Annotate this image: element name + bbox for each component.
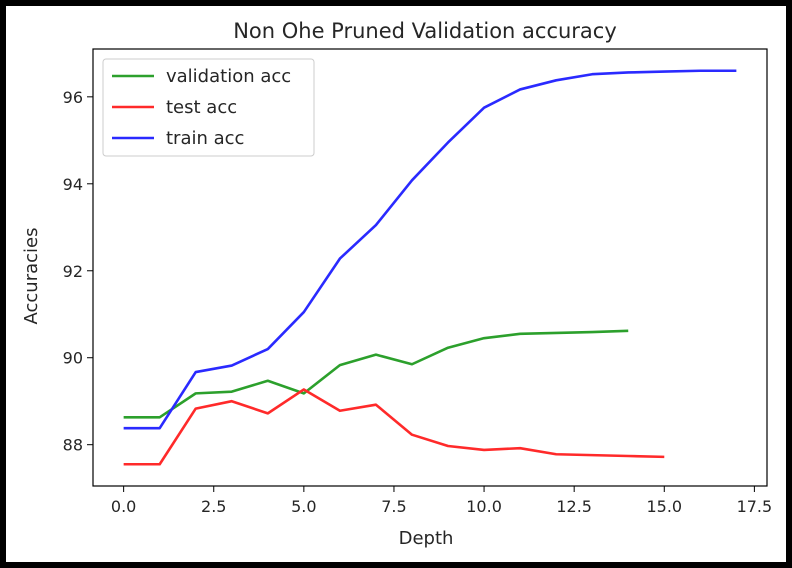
x-tick-label: 12.5 xyxy=(556,497,592,516)
y-tick-label: 96 xyxy=(63,88,83,107)
y-tick-label: 90 xyxy=(63,349,83,368)
series-line-2 xyxy=(123,69,737,430)
y-tick-label: 88 xyxy=(63,436,83,455)
x-tick-label: 10.0 xyxy=(466,497,502,516)
y-tick-label: 94 xyxy=(63,175,83,194)
x-axis-title: Depth xyxy=(399,528,454,549)
series-line-0 xyxy=(123,329,629,419)
plot-frame xyxy=(92,48,768,487)
x-tick-label: 7.5 xyxy=(381,497,406,516)
x-tick-label: 5.0 xyxy=(291,497,316,516)
x-axis: 0.0 2.5 5.0 7.5 10.0 12.5 15.0 17.5 xyxy=(111,486,772,516)
chart-title: Non Ohe Pruned Validation accuracy xyxy=(233,19,617,43)
legend-label-0: validation acc xyxy=(166,66,291,87)
x-tick-label: 2.5 xyxy=(201,497,226,516)
line-chart: Non Ohe Pruned Validation accuracy 0.0 2.… xyxy=(21,19,772,549)
chart-panel: Non Ohe Pruned Validation accuracy 0.0 2.… xyxy=(6,6,786,562)
legend-box xyxy=(102,58,315,157)
y-tick-label: 92 xyxy=(63,262,83,281)
legend-label-2: train acc xyxy=(166,128,244,149)
y-axis: 88 90 92 94 96 xyxy=(63,88,93,455)
x-tick-label: 0.0 xyxy=(111,497,136,516)
x-tick-label: 15.0 xyxy=(646,497,682,516)
y-axis-title: Accuracies xyxy=(21,228,42,325)
plot-lines xyxy=(123,69,737,466)
x-tick-label: 17.5 xyxy=(737,497,773,516)
series-line-1 xyxy=(123,388,665,466)
legend: validation acc test acc train acc xyxy=(102,58,315,157)
legend-label-1: test acc xyxy=(166,97,237,118)
